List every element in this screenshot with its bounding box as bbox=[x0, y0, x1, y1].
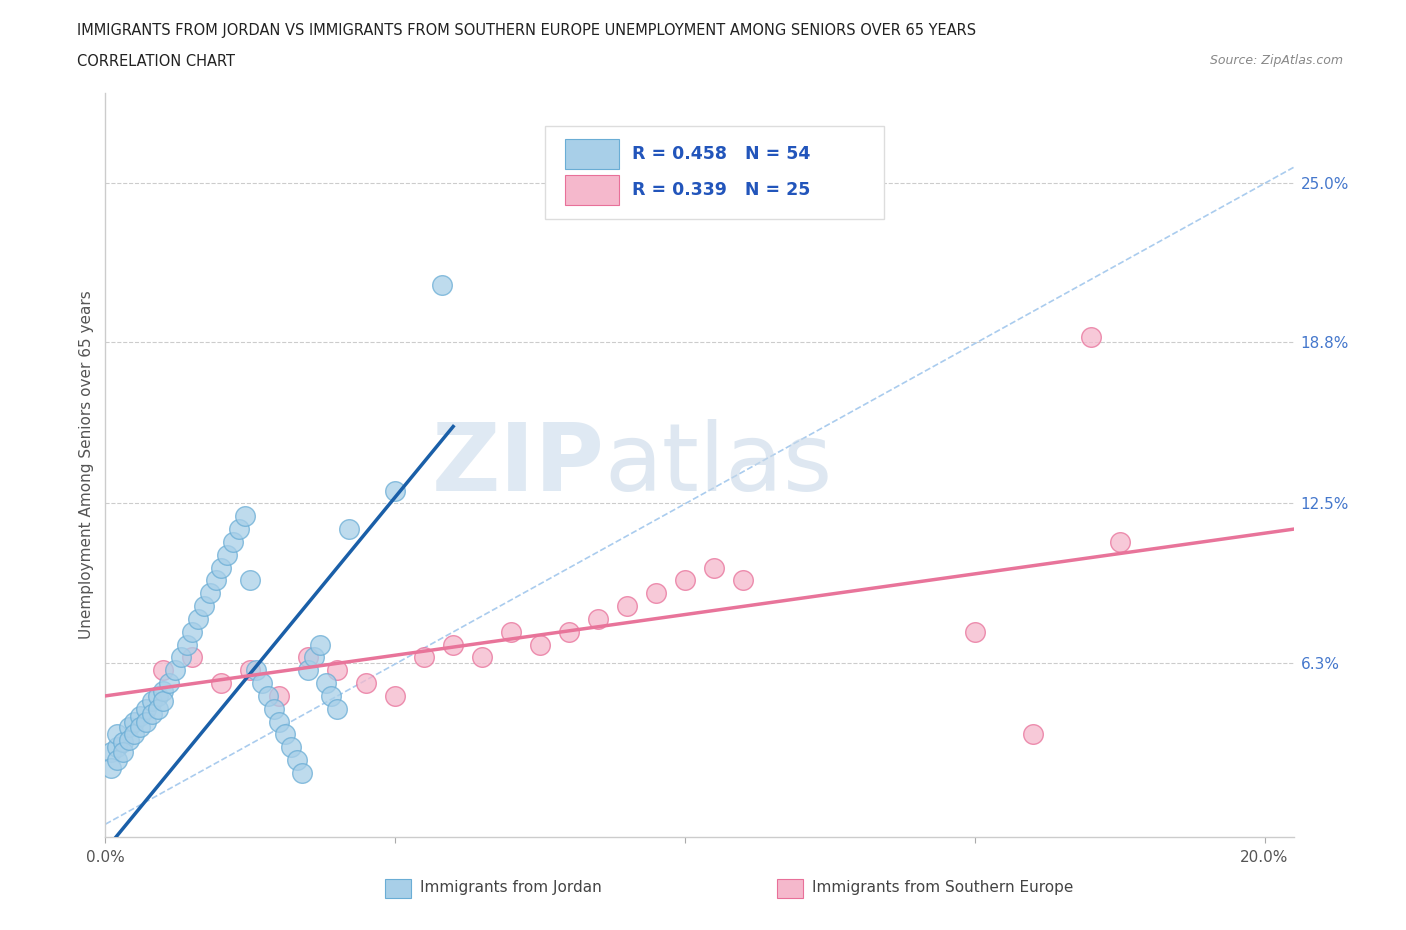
Point bbox=[141, 707, 163, 722]
Point bbox=[326, 701, 349, 716]
Point bbox=[250, 675, 273, 690]
Point bbox=[529, 637, 551, 652]
Point bbox=[616, 599, 638, 614]
Bar bbox=[565, 175, 619, 205]
Point bbox=[239, 663, 262, 678]
Point bbox=[209, 675, 232, 690]
Point bbox=[337, 522, 360, 537]
Point bbox=[1108, 535, 1130, 550]
Text: ZIP: ZIP bbox=[432, 419, 605, 511]
Point bbox=[274, 727, 297, 742]
Text: Immigrants from Southern Europe: Immigrants from Southern Europe bbox=[813, 880, 1074, 895]
Point bbox=[245, 663, 267, 678]
Point bbox=[1080, 329, 1102, 344]
Bar bbox=[385, 880, 411, 898]
Point bbox=[105, 739, 128, 754]
Text: CORRELATION CHART: CORRELATION CHART bbox=[77, 54, 235, 69]
Point bbox=[302, 650, 325, 665]
Point bbox=[129, 709, 152, 724]
Point bbox=[204, 573, 226, 588]
Point bbox=[129, 719, 152, 734]
Point bbox=[228, 522, 250, 537]
Point bbox=[152, 663, 174, 678]
Point bbox=[193, 599, 215, 614]
Point bbox=[430, 278, 453, 293]
Point bbox=[731, 573, 754, 588]
Point bbox=[209, 560, 232, 575]
Point bbox=[558, 624, 581, 639]
Point bbox=[233, 509, 256, 524]
Point bbox=[105, 752, 128, 767]
Point bbox=[280, 739, 302, 754]
Point bbox=[117, 732, 139, 747]
Point bbox=[441, 637, 464, 652]
Text: atlas: atlas bbox=[605, 419, 832, 511]
Point bbox=[163, 663, 186, 678]
Bar bbox=[776, 880, 803, 898]
Point bbox=[501, 624, 523, 639]
Point bbox=[141, 694, 163, 709]
Point bbox=[291, 765, 314, 780]
Point bbox=[217, 548, 239, 563]
Point bbox=[384, 688, 406, 703]
Point bbox=[384, 484, 406, 498]
Point bbox=[124, 727, 146, 742]
Point bbox=[170, 650, 193, 665]
Point bbox=[586, 612, 609, 627]
Point bbox=[315, 675, 337, 690]
Point bbox=[222, 535, 245, 550]
Point bbox=[963, 624, 986, 639]
Point bbox=[152, 684, 174, 698]
Point bbox=[111, 735, 134, 750]
Point bbox=[135, 701, 157, 716]
Point bbox=[326, 663, 349, 678]
Point bbox=[117, 719, 139, 734]
Text: Source: ZipAtlas.com: Source: ZipAtlas.com bbox=[1209, 54, 1343, 67]
Text: IMMIGRANTS FROM JORDAN VS IMMIGRANTS FROM SOUTHERN EUROPE UNEMPLOYMENT AMONG SEN: IMMIGRANTS FROM JORDAN VS IMMIGRANTS FRO… bbox=[77, 23, 976, 38]
Point bbox=[1022, 727, 1045, 742]
Point bbox=[321, 688, 343, 703]
Point bbox=[187, 612, 209, 627]
Point bbox=[135, 714, 157, 729]
Point bbox=[100, 745, 122, 760]
FancyBboxPatch shape bbox=[546, 126, 883, 219]
Point bbox=[413, 650, 436, 665]
Point bbox=[309, 637, 332, 652]
Point bbox=[176, 637, 198, 652]
Point bbox=[157, 675, 180, 690]
Point bbox=[354, 675, 377, 690]
Text: R = 0.339   N = 25: R = 0.339 N = 25 bbox=[631, 180, 810, 199]
Text: Immigrants from Jordan: Immigrants from Jordan bbox=[420, 880, 602, 895]
Point bbox=[269, 688, 291, 703]
Text: R = 0.458   N = 54: R = 0.458 N = 54 bbox=[631, 145, 810, 163]
Point bbox=[124, 714, 146, 729]
Point bbox=[645, 586, 668, 601]
Point bbox=[105, 727, 128, 742]
Point bbox=[198, 586, 221, 601]
Point bbox=[146, 688, 169, 703]
Point bbox=[285, 752, 308, 767]
Point bbox=[181, 650, 204, 665]
Point bbox=[181, 624, 204, 639]
Point bbox=[471, 650, 494, 665]
Point bbox=[269, 714, 291, 729]
Point bbox=[152, 694, 174, 709]
Point bbox=[256, 688, 278, 703]
Y-axis label: Unemployment Among Seniors over 65 years: Unemployment Among Seniors over 65 years bbox=[79, 291, 94, 640]
Point bbox=[100, 761, 122, 776]
Bar bbox=[565, 140, 619, 169]
Point bbox=[703, 560, 725, 575]
Point bbox=[111, 745, 134, 760]
Point bbox=[297, 650, 319, 665]
Point bbox=[263, 701, 285, 716]
Point bbox=[297, 663, 319, 678]
Point bbox=[673, 573, 696, 588]
Point bbox=[239, 573, 262, 588]
Point bbox=[146, 701, 169, 716]
